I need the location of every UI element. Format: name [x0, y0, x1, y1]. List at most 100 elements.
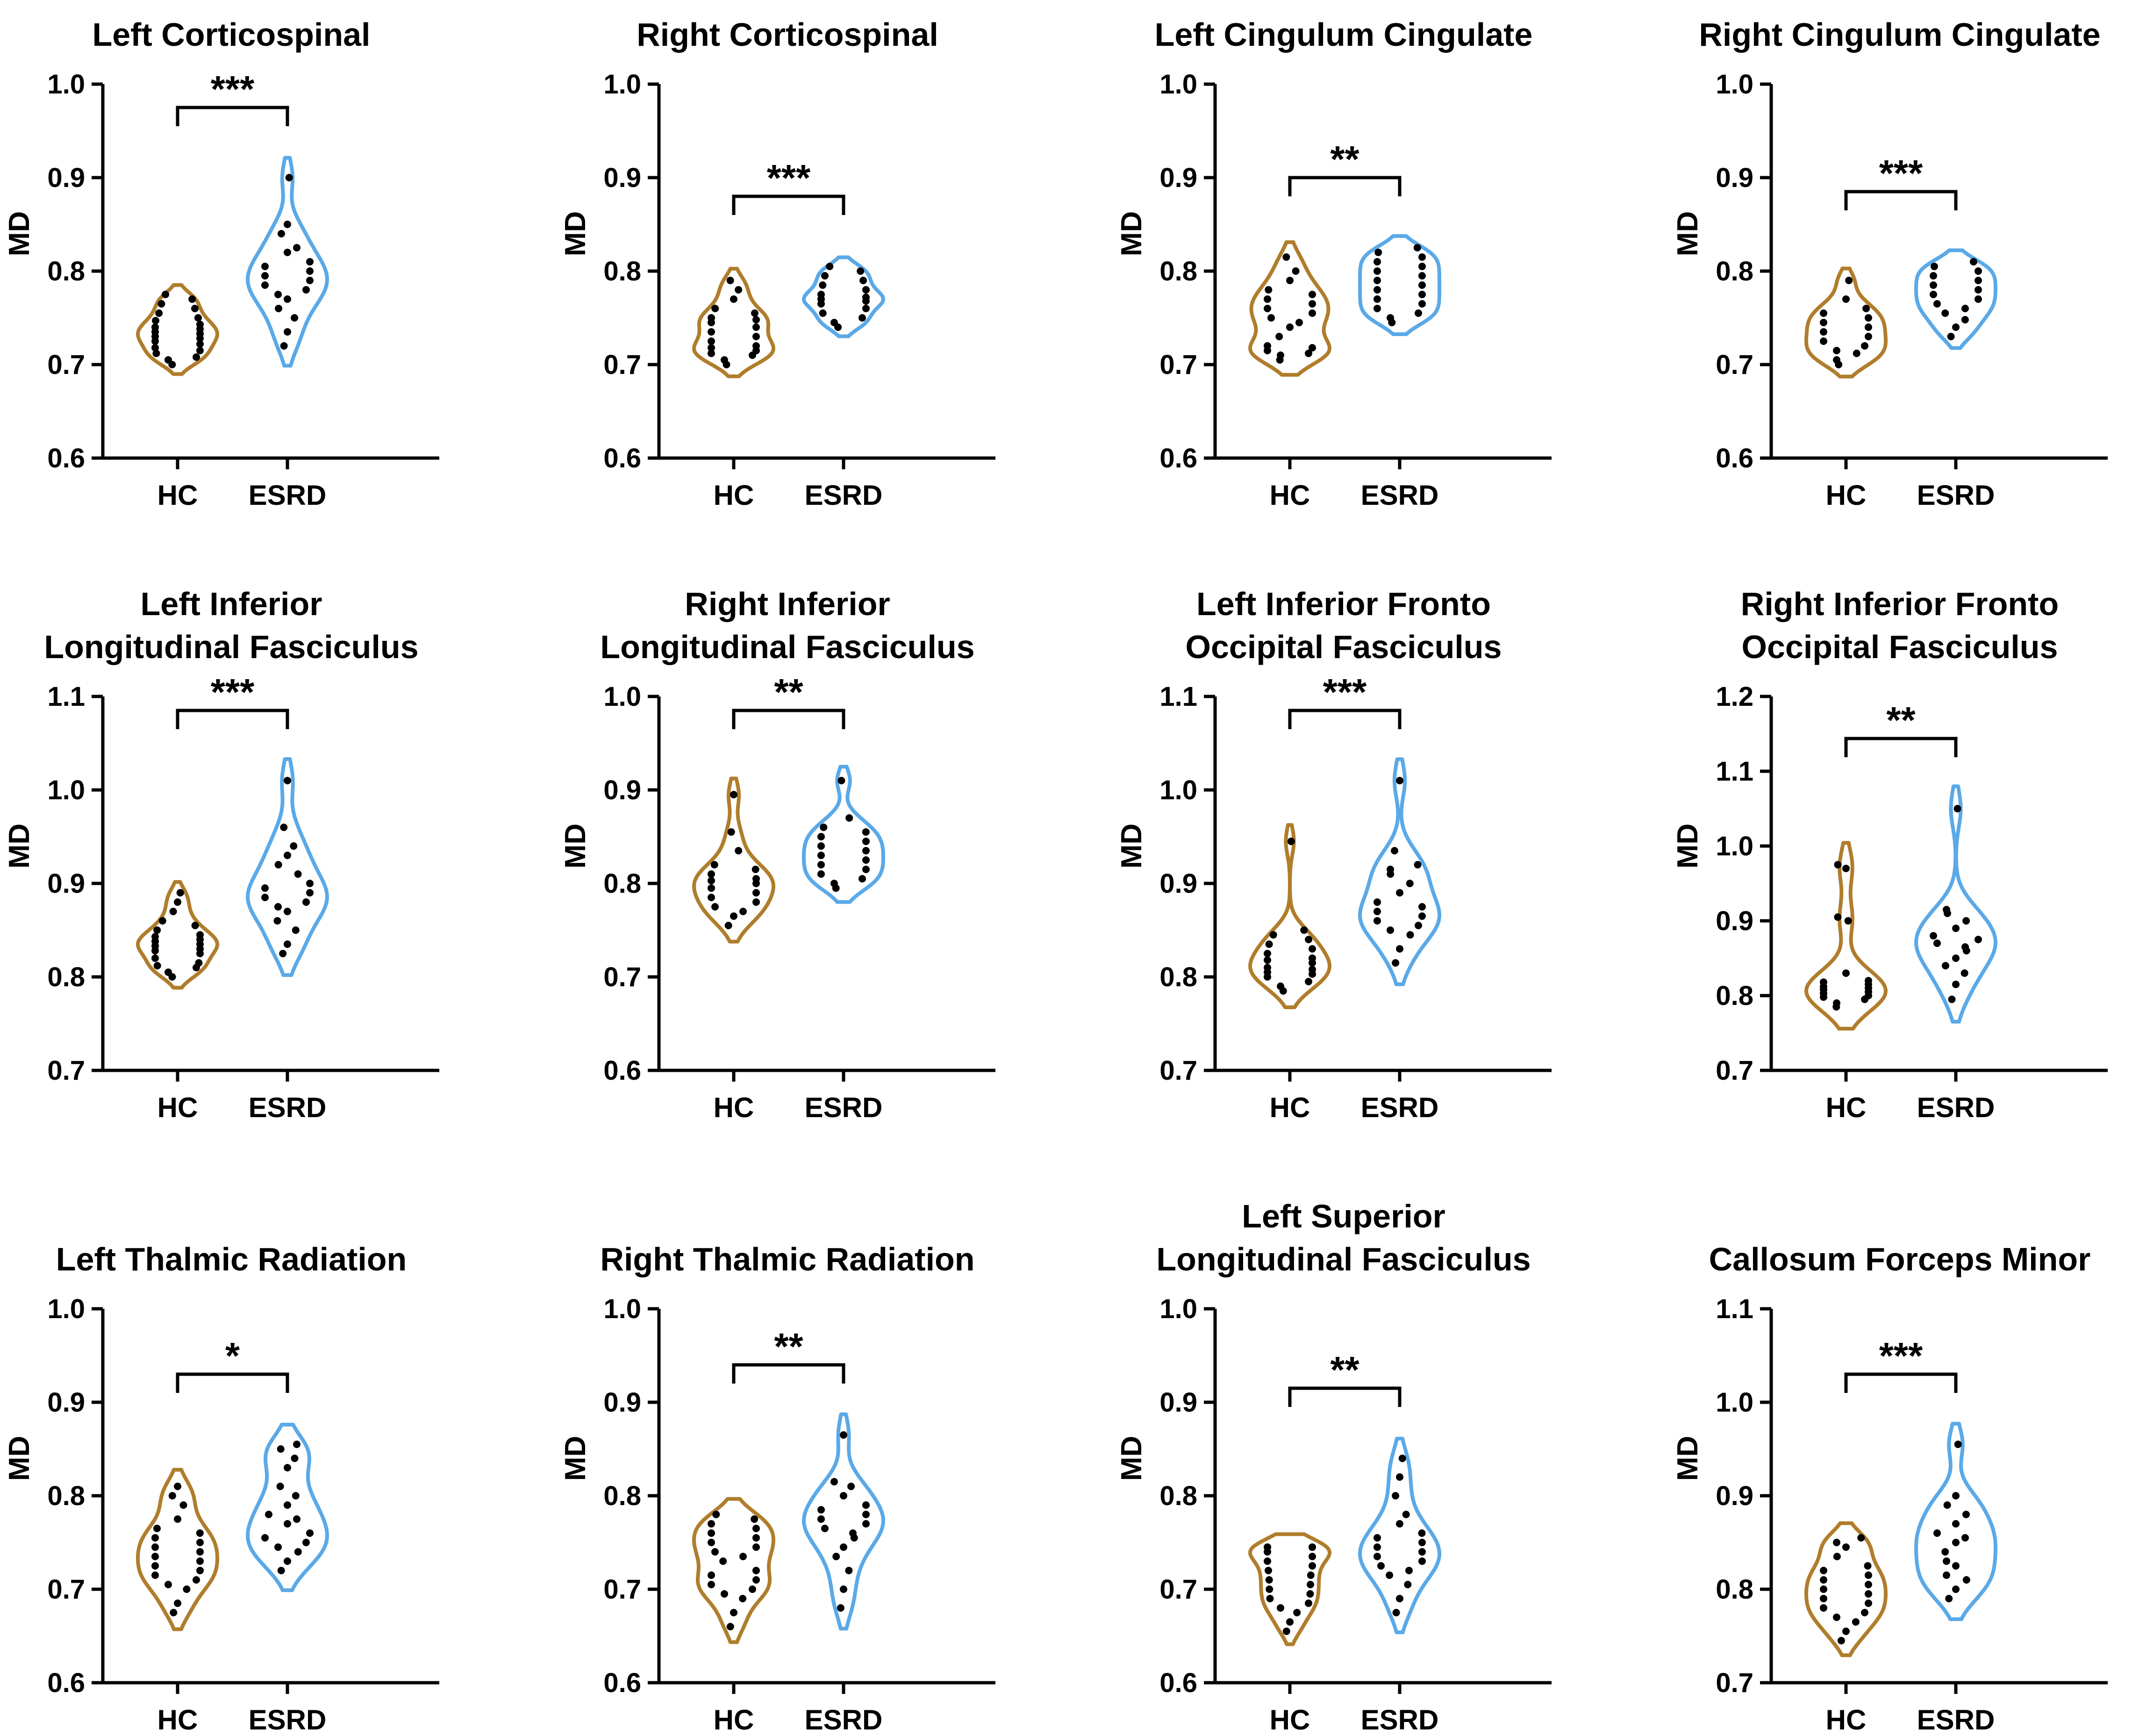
chart-title-line: Left Corticospinal — [92, 16, 371, 53]
significance-bracket — [1288, 176, 1402, 196]
data-point — [151, 1543, 159, 1551]
data-point — [1837, 1637, 1845, 1644]
data-point — [708, 328, 715, 336]
y-tick-label: 0.7 — [603, 1574, 641, 1605]
data-point — [1307, 1571, 1315, 1579]
data-point — [752, 875, 760, 882]
chart-panel: Left Cingulum Cingulate 0.6 0.7 0.8 0.9 1.0 MD… — [1112, 0, 1575, 1736]
violin-esrd — [802, 765, 885, 904]
data-point — [1820, 1595, 1827, 1602]
chart-title: Callosum Forceps Minor — [1668, 1238, 2131, 1281]
chart-title-line: Callosum Forceps Minor — [1709, 1241, 2091, 1277]
data-point — [862, 294, 870, 301]
data-point — [862, 1520, 870, 1528]
data-point — [708, 1529, 715, 1537]
data-point — [859, 277, 867, 284]
data-point — [751, 309, 758, 317]
data-point — [1952, 981, 1960, 988]
chart-title-line: Longitudinal Fasciculus — [600, 629, 975, 665]
data-point — [751, 866, 759, 873]
data-point — [837, 1604, 844, 1612]
data-point — [1952, 1520, 1960, 1528]
data-point — [1374, 305, 1381, 312]
data-point — [1952, 954, 1960, 962]
data-point — [284, 249, 291, 256]
data-point — [752, 1576, 760, 1584]
data-point — [1933, 1529, 1941, 1537]
chart-title-line: Right Cingulum Cingulate — [1699, 16, 2101, 53]
data-point — [1833, 356, 1840, 364]
data-point — [1396, 777, 1403, 784]
violin-esrd — [802, 1412, 885, 1631]
y-axis-label: MD — [559, 211, 592, 256]
data-point — [1865, 333, 1872, 340]
x-tick-label: ESRD — [249, 480, 327, 511]
data-point — [1820, 309, 1827, 317]
data-point — [820, 824, 828, 831]
y-tick-label: 0.6 — [603, 1055, 641, 1086]
data-point — [1264, 342, 1271, 350]
violin-hc — [1804, 1521, 1888, 1657]
data-point — [278, 230, 285, 237]
data-point — [1833, 347, 1840, 354]
y-axis-label: MD — [559, 824, 592, 868]
y-tick-label: 0.7 — [1716, 1055, 1753, 1086]
y-tick-label: 0.9 — [47, 868, 85, 899]
significance-bracket — [1844, 190, 1958, 210]
y-tick-label: 0.6 — [603, 1668, 641, 1698]
data-point — [1952, 1585, 1960, 1593]
data-point — [153, 1525, 161, 1532]
data-point — [153, 926, 161, 934]
data-point — [862, 828, 870, 836]
data-point — [1374, 267, 1381, 275]
data-point — [752, 898, 760, 906]
y-axis-label: MD — [3, 211, 36, 256]
data-point — [1264, 1543, 1271, 1551]
data-point — [862, 1501, 870, 1509]
data-point — [708, 1581, 715, 1588]
data-point — [1277, 352, 1284, 359]
data-point — [188, 295, 196, 303]
y-tick-label: 0.6 — [47, 1668, 85, 1698]
violin-hc — [136, 880, 219, 990]
data-point — [169, 908, 177, 915]
data-point — [1374, 277, 1381, 284]
data-point — [817, 833, 825, 840]
y-tick-label: 0.7 — [47, 350, 85, 380]
chart-title: Left Inferior Fronto Occipital Fasciculus — [1112, 582, 1575, 668]
data-point — [1834, 913, 1842, 921]
violin-esrd — [1358, 757, 1441, 986]
chart-title: Left Cingulum Cingulate — [1112, 13, 1575, 56]
data-point — [1282, 253, 1290, 261]
data-point — [1930, 291, 1937, 298]
data-point — [1865, 1571, 1872, 1579]
y-tick-label: 0.7 — [1159, 350, 1197, 380]
data-point — [1396, 889, 1403, 897]
data-point — [1307, 1581, 1314, 1588]
significance-bracket — [176, 1372, 289, 1393]
chart-title-line: Longitudinal Fasciculus — [44, 629, 419, 665]
violin-plot: 0.7 0.8 0.9 1.0 1.1 MD HC ESRD *** — [1116, 671, 1552, 1123]
data-point — [261, 894, 269, 901]
chart-title-line: Occipital Fasciculus — [1741, 629, 2058, 665]
data-point — [862, 856, 870, 864]
data-point — [847, 1483, 855, 1490]
y-tick-label: 1.0 — [1716, 831, 1753, 861]
data-point — [1309, 945, 1316, 953]
data-point — [151, 1571, 159, 1579]
violin-hc — [1248, 240, 1331, 377]
y-tick-label: 1.0 — [1159, 69, 1197, 100]
chart-title: Left Thalmic Radiation — [0, 1238, 463, 1281]
data-point — [1948, 996, 1956, 1003]
data-point — [1295, 319, 1303, 326]
data-point — [1374, 249, 1382, 256]
data-point — [817, 870, 825, 878]
violin-plot: 0.6 0.7 0.8 0.9 1.0 MD HC ESRD *** — [559, 69, 995, 511]
data-point — [721, 1590, 728, 1598]
data-point — [195, 959, 203, 967]
data-point — [1386, 1571, 1394, 1579]
y-tick-label: 0.9 — [603, 775, 641, 805]
y-axis-label: MD — [1672, 824, 1704, 868]
data-point — [1842, 865, 1850, 872]
data-point — [1933, 940, 1941, 947]
